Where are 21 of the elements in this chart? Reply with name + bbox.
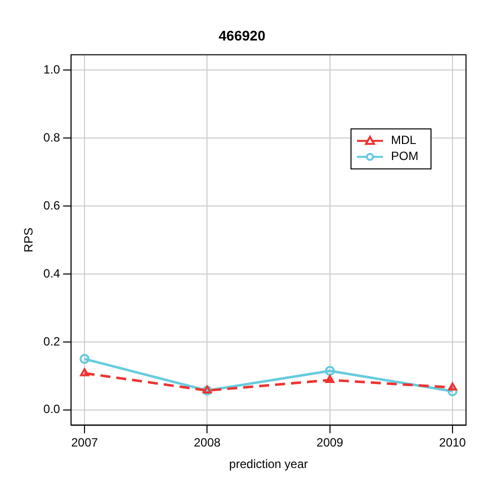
y-tick-label: 0.6 xyxy=(43,198,60,212)
point xyxy=(324,366,335,376)
y-tick-label: 0.4 xyxy=(43,266,60,280)
x-tick-label: 2009 xyxy=(316,436,344,450)
legend-label: POM xyxy=(391,149,418,164)
point xyxy=(325,375,334,384)
x-tick-label: 2010 xyxy=(439,436,466,450)
y-tick-label: 0.0 xyxy=(43,402,60,416)
y-tick-label: 0.8 xyxy=(43,130,60,144)
x-tick-label: 2007 xyxy=(71,436,98,450)
point xyxy=(448,386,458,396)
point xyxy=(80,368,90,376)
y-tick-label: 0.2 xyxy=(43,334,60,348)
y-tick-label: 1.0 xyxy=(43,62,60,76)
y-axis-title: RPS xyxy=(22,228,36,252)
chart-title: 466920 xyxy=(218,27,266,44)
point xyxy=(80,354,90,364)
legend-label: MDL xyxy=(391,133,417,148)
x-tick-label: 2008 xyxy=(194,436,221,450)
point xyxy=(448,382,457,390)
x-axis-title: prediction year xyxy=(229,457,308,472)
